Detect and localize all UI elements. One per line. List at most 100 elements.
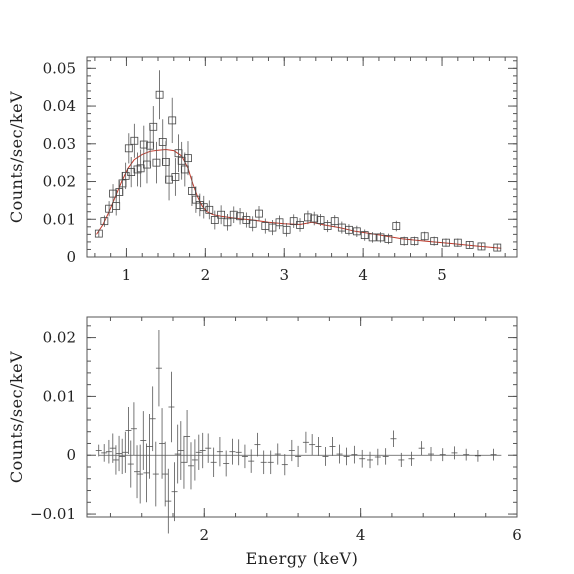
data-point: [376, 232, 385, 243]
square-marker: [223, 218, 232, 227]
data-point: [134, 445, 141, 499]
data-point: [254, 432, 261, 457]
data-point: [392, 220, 401, 232]
square-marker: [94, 229, 103, 238]
square-marker: [310, 214, 319, 223]
data-point: [296, 218, 304, 232]
data-point: [130, 402, 137, 456]
square-marker: [477, 242, 486, 251]
data-point: [100, 215, 109, 227]
data-point: [152, 141, 161, 184]
x-tick-label: 2: [201, 266, 211, 284]
data-point: [343, 447, 350, 466]
square-marker: [248, 219, 257, 228]
data-point: [205, 433, 212, 463]
data-point: [162, 441, 169, 507]
data-point: [105, 439, 112, 464]
y-tick-label: 0.01: [43, 210, 76, 228]
square-marker: [296, 221, 304, 229]
spectrum-frame: [86, 56, 518, 258]
data-point: [195, 434, 202, 470]
square-marker: [191, 195, 200, 204]
data-point: [223, 450, 230, 477]
y-tick-label: −0.01: [30, 505, 76, 523]
data-point: [453, 238, 462, 247]
y-tick-label: 0.01: [43, 387, 76, 405]
data-point: [223, 213, 232, 231]
data-point: [165, 158, 173, 201]
data-point: [288, 439, 295, 462]
data-point: [180, 435, 187, 489]
square-marker: [453, 238, 462, 247]
data-point: [191, 186, 200, 213]
data-point: [109, 184, 117, 204]
data-point: [159, 408, 166, 479]
square-marker: [360, 231, 369, 240]
data-point: [418, 441, 425, 456]
spectrum-panel: 1 2 3 4 5 0 0.01 0.02 0.03 0.04 0.05 Counts/sec/ke…: [7, 56, 518, 284]
data-point: [127, 440, 134, 488]
data-point: [124, 133, 133, 164]
square-marker: [188, 187, 196, 195]
data-point: [295, 445, 302, 467]
data-point: [261, 218, 270, 234]
data-point: [493, 243, 502, 252]
data-point: [490, 448, 497, 461]
model-curve: [96, 148, 502, 249]
data-point: [139, 125, 148, 164]
data-point: [241, 444, 248, 469]
square-marker: [282, 225, 291, 234]
data-point: [268, 220, 277, 236]
y-tick-label: 0.04: [43, 97, 76, 115]
data-point: [255, 206, 263, 222]
x-tick-label: 5: [437, 266, 447, 284]
data-point: [267, 450, 274, 475]
residuals-panel: 2 4 6 −0.01 0 0.01 0.02 Counts/sec/keV Energy …: [7, 316, 522, 568]
model-line: [96, 148, 502, 249]
data-point: [384, 233, 393, 245]
data-point: [188, 175, 196, 207]
data-point: [309, 434, 316, 456]
square-marker: [368, 233, 377, 242]
data-point: [184, 141, 192, 176]
square-marker: [442, 238, 450, 247]
data-point: [400, 236, 409, 246]
square-marker: [217, 210, 226, 219]
data-point: [367, 451, 374, 469]
data-point: [302, 431, 309, 453]
data-point: [374, 448, 381, 466]
data-point: [248, 449, 255, 473]
square-marker: [330, 217, 339, 226]
y-tick-label: 0: [66, 446, 76, 464]
data-point: [177, 421, 184, 480]
data-point: [210, 447, 217, 477]
data-point: [352, 225, 361, 237]
y-tick-label: 0.02: [43, 173, 76, 191]
data-point: [165, 468, 172, 534]
data-point: [168, 371, 175, 443]
data-point: [125, 407, 132, 455]
data-point: [155, 70, 164, 120]
data-point: [360, 229, 369, 241]
square-marker: [127, 168, 136, 176]
data-point: [229, 438, 236, 465]
data-point: [152, 441, 159, 507]
data-point: [329, 437, 336, 456]
square-marker: [149, 122, 158, 131]
data-point: [336, 444, 343, 464]
square-marker: [165, 175, 173, 184]
square-marker: [345, 225, 353, 234]
data-point: [94, 229, 103, 238]
square-marker: [155, 90, 164, 99]
data-point: [101, 444, 108, 462]
data-point: [149, 386, 156, 452]
square-marker: [184, 154, 192, 163]
square-marker: [139, 140, 148, 149]
data-point: [428, 447, 434, 462]
data-point: [199, 432, 206, 469]
data-point: [205, 200, 214, 220]
data-point: [465, 241, 474, 249]
data-point: [149, 106, 158, 148]
x-tick-label: 6: [512, 526, 522, 544]
